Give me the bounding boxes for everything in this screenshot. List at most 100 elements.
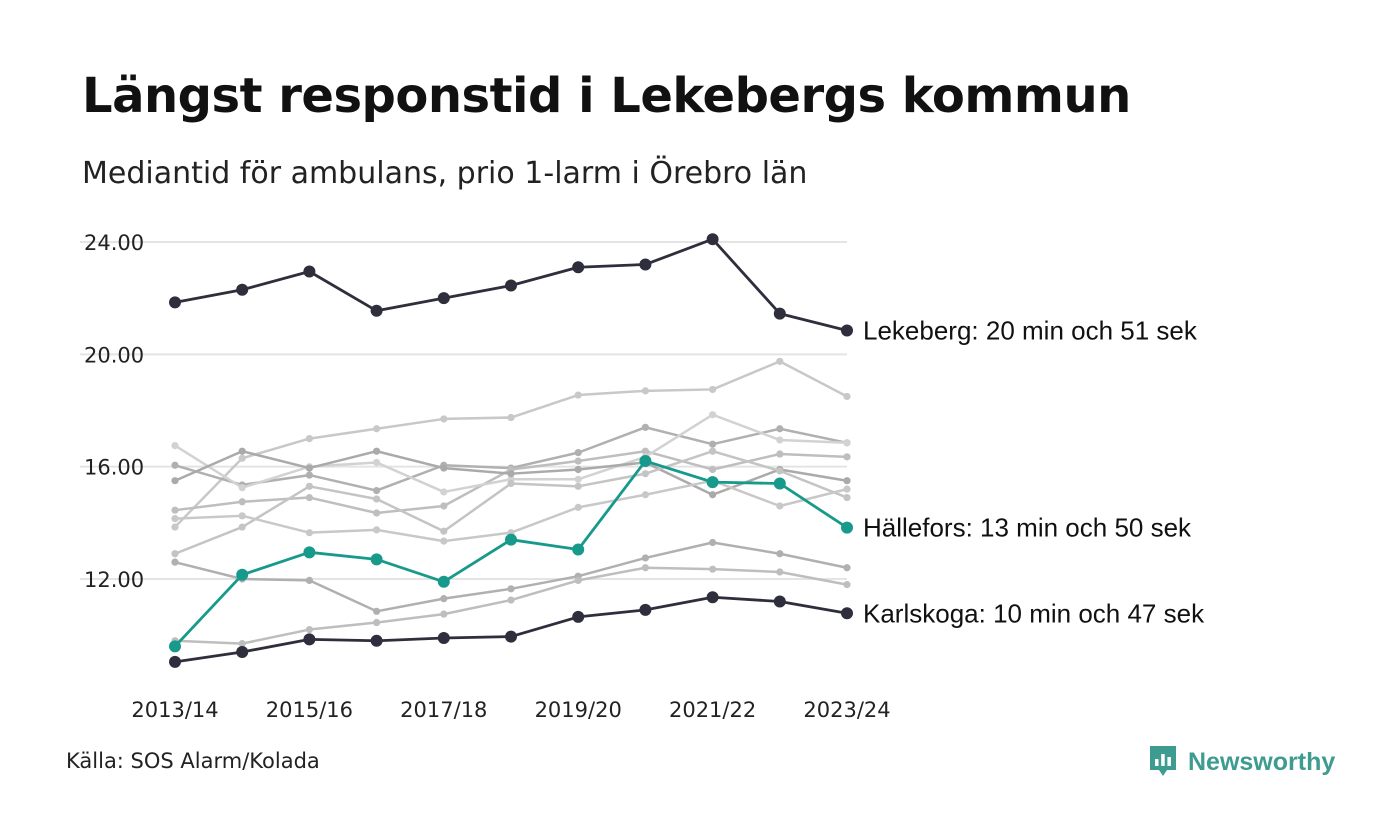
background-series-point <box>171 515 179 523</box>
background-series-point <box>641 564 650 572</box>
background-series-point <box>373 486 381 495</box>
series-point-h-llefors <box>303 546 316 559</box>
background-series-point <box>238 447 246 455</box>
background-series-point <box>238 523 246 531</box>
series-point-lekeberg <box>572 261 585 274</box>
background-series-point <box>574 503 582 511</box>
background-series-point <box>305 464 313 472</box>
y-tick-label: 24.00 <box>84 231 144 255</box>
background-series-point <box>843 453 851 461</box>
background-series-point <box>776 568 784 576</box>
series-point-h-llefors <box>169 640 181 653</box>
background-series-point <box>373 447 381 455</box>
series-point-h-llefors <box>639 455 652 468</box>
background-series-point <box>843 392 851 401</box>
background-series-point <box>641 387 650 395</box>
background-series-point <box>171 523 179 531</box>
background-series-point <box>440 488 448 496</box>
gridlines <box>80 241 847 580</box>
background-series-point <box>709 440 717 448</box>
chart-title: Längst responstid i Lekebergs kommun <box>82 68 1131 124</box>
background-series <box>171 411 851 496</box>
series-line-karlskoga <box>174 595 848 664</box>
background-series-point <box>709 411 717 419</box>
series-point-h-llefors <box>841 521 853 534</box>
background-series-point <box>305 493 313 502</box>
background-series-point <box>373 526 381 534</box>
x-tick-label: 2023/24 <box>803 698 890 722</box>
series-point-lekeberg <box>370 304 383 317</box>
background-series-point <box>709 465 717 474</box>
background-series-point <box>507 596 515 604</box>
series-point-h-llefors <box>572 543 585 556</box>
x-axis-ticks: 2013/14 2015/16 2017/18 2019/20 2021/22 2023/… <box>131 698 890 722</box>
background-series-point <box>641 423 650 431</box>
background-series-point <box>440 610 448 618</box>
background-series-point <box>373 425 381 433</box>
series-point-lekeberg <box>303 265 316 278</box>
background-series-point <box>305 625 313 634</box>
series-point-lekeberg <box>773 307 786 320</box>
series-end-label: Karlskoga: 10 min och 47 sek <box>863 598 1205 628</box>
background-series-line <box>174 360 848 528</box>
x-tick-label: 2013/14 <box>131 698 218 722</box>
background-series <box>171 357 851 648</box>
background-series-point <box>373 618 381 627</box>
series-point-karlskoga <box>370 634 383 647</box>
series-point-lekeberg <box>169 296 181 309</box>
background-series-point <box>843 477 851 485</box>
background-series-point <box>238 484 246 492</box>
series-point-karlskoga <box>773 595 786 608</box>
background-series-point <box>776 425 784 433</box>
background-series-point <box>507 413 515 422</box>
background-series-point <box>171 477 179 485</box>
y-tick-label: 12.00 <box>84 568 144 592</box>
background-series-point <box>574 457 582 465</box>
background-series <box>171 477 851 545</box>
series-labels: Lekeberg: 20 min och 51 sek Hällefors: 13… <box>863 315 1205 628</box>
series-point-karlskoga <box>706 591 719 604</box>
background-series-point <box>641 447 650 455</box>
background-series-point <box>574 482 582 490</box>
series-point-karlskoga <box>841 607 853 620</box>
background-series-point <box>709 385 717 394</box>
series-point-karlskoga <box>572 610 585 623</box>
background-series-point <box>305 434 313 443</box>
background-series-point <box>709 565 717 573</box>
background-series-point <box>440 527 448 535</box>
series-karlskoga <box>169 591 853 668</box>
background-series-point <box>373 495 381 503</box>
background-series-point <box>776 467 784 475</box>
background-series-point <box>574 391 582 399</box>
background-series-point <box>507 470 515 478</box>
y-tick-label: 16.00 <box>84 456 144 480</box>
background-series <box>171 447 851 499</box>
background-series-point <box>843 485 851 493</box>
series-point-h-llefors <box>706 476 719 489</box>
background-series-point <box>776 550 784 558</box>
newsworthy-logo-icon <box>1150 746 1176 776</box>
background-series-point <box>641 470 650 478</box>
series-point-lekeberg <box>841 324 853 337</box>
background-series-point <box>709 491 717 499</box>
series-point-karlskoga <box>505 630 517 643</box>
background-series-point <box>440 415 448 423</box>
background-series-point <box>776 436 784 444</box>
background-series-point <box>171 558 179 566</box>
background-series-point <box>171 506 179 514</box>
x-tick-label: 2017/18 <box>400 698 487 722</box>
series-point-h-llefors <box>236 568 249 581</box>
background-series <box>171 357 851 531</box>
series-point-karlskoga <box>437 631 450 644</box>
background-series-point <box>574 449 582 457</box>
background-series-point <box>507 585 515 593</box>
background-series-point <box>305 529 313 537</box>
background-series-point <box>171 442 179 450</box>
background-series-point <box>574 475 582 483</box>
line-chart: 24.00 20.00 16.00 12.00 2013/14 2015/16 2017/… <box>80 231 1205 722</box>
series-line-h-llefors <box>173 459 848 648</box>
background-series-point <box>238 498 246 506</box>
background-series-point <box>238 454 246 462</box>
chart-subtitle: Mediantid för ambulans, prio 1-larm i Ör… <box>82 156 808 191</box>
background-series-point <box>238 639 246 648</box>
